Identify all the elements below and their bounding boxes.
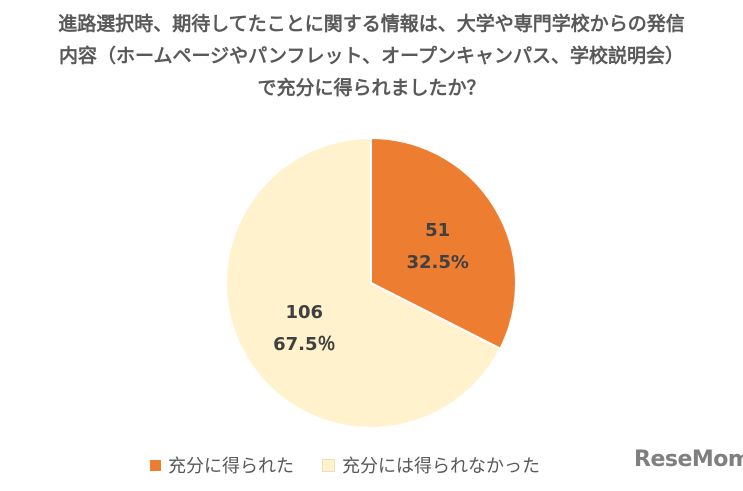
data-label-count-received: 51 <box>425 220 450 241</box>
chart-title-line-2: 内容（ホームページやパンフレット、オープンキャンパス、学校説明会） <box>59 45 684 67</box>
legend-item-received: 充分に得られた <box>150 452 294 478</box>
legend-swatch-not-received <box>322 458 335 472</box>
resemom-logo: ReseMom <box>634 447 743 472</box>
chart-legend: 充分に得られた 充分には得られなかった <box>150 452 568 478</box>
data-label-percent-received: 32.5% <box>406 252 468 273</box>
chart-title: 進路選択時、期待してたことに関する情報は、大学や専門学校からの発信 内容（ホーム… <box>0 8 743 104</box>
chart-title-line-1: 進路選択時、期待してたことに関する情報は、大学や専門学校からの発信 <box>58 13 685 35</box>
data-label-percent-not-received: 67.5％ <box>273 334 335 355</box>
legend-label-received: 充分に得られた <box>168 456 294 477</box>
chart-title-line-3: で充分に得られましたか？ <box>257 77 486 99</box>
legend-item-not-received: 充分には得られなかった <box>322 452 540 478</box>
pie-slice-received <box>370 136 517 351</box>
pie-slice-not-received <box>225 136 502 429</box>
legend-label-not-received: 充分には得られなかった <box>342 456 540 477</box>
legend-swatch-received <box>150 459 161 471</box>
data-label-count-not-received: 106 <box>286 302 324 323</box>
